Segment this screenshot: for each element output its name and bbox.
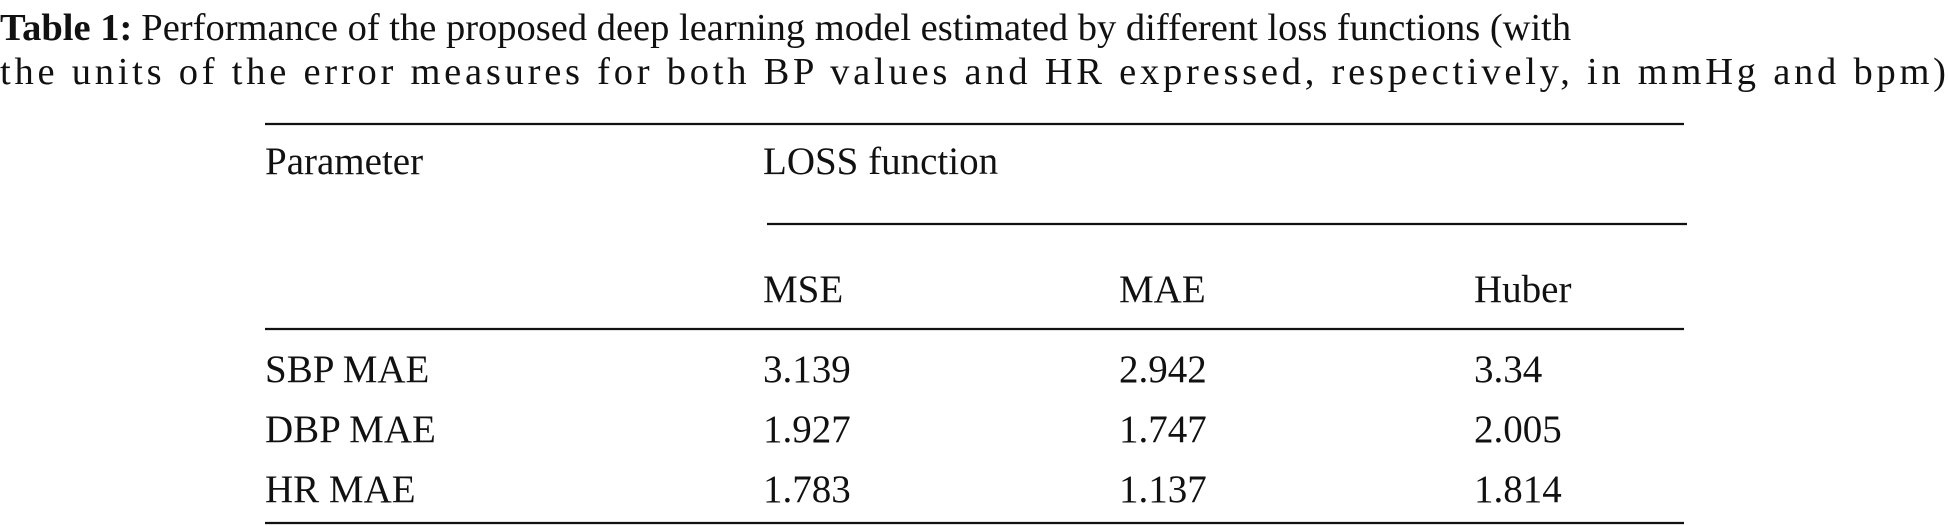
cell: 1.814: [1474, 468, 1562, 511]
caption-line-2: the units of the error measures for both…: [0, 51, 1946, 93]
header-column: Huber: [1474, 268, 1571, 311]
header-column: MAE: [1119, 268, 1206, 311]
header-parameter: Parameter: [265, 140, 423, 183]
caption-text: Performance of the proposed deep learnin…: [141, 7, 1571, 49]
header-column: MSE: [763, 268, 843, 311]
row-label: HR MAE: [265, 468, 416, 511]
cell: 1.927: [763, 408, 851, 451]
cell: 2.005: [1474, 408, 1562, 451]
caption-line-1: Table 1: Performance of the proposed deep…: [0, 7, 1571, 49]
cell: 2.942: [1119, 348, 1207, 391]
cell: 3.34: [1474, 348, 1542, 391]
cell: 1.783: [763, 468, 851, 511]
row-label: SBP MAE: [265, 348, 429, 391]
header-group: LOSS function: [763, 140, 998, 183]
cell: 1.137: [1119, 468, 1207, 511]
cell: 3.139: [763, 348, 851, 391]
table-body: SBP MAE 3.139 2.942 3.34 DBP MAE 1.927 1.747 2.…: [265, 348, 1562, 511]
row-label: DBP MAE: [265, 408, 436, 451]
cell: 1.747: [1119, 408, 1207, 451]
caption-label: Table 1:: [0, 7, 132, 49]
